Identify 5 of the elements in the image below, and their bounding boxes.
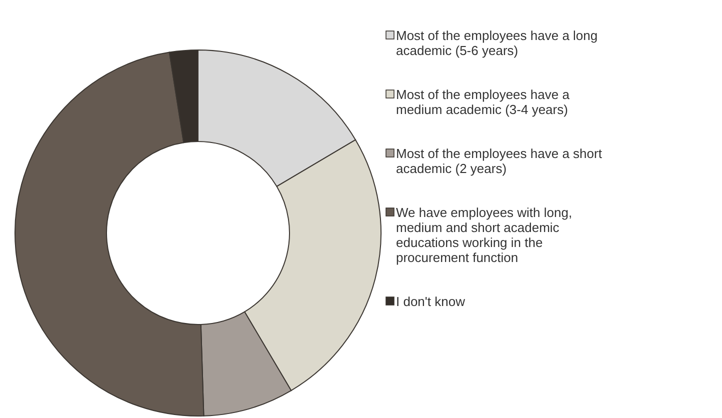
legend-label: We have employees with long, medium and short academic educations working in the procurement function [396,205,572,265]
legend-label: Most of the employees have a short academic (2 years) [396,146,602,176]
legend-label: Most of the employees have a long academic (5-6 years) [396,28,598,58]
legend-label: Most of the employees have a medium academic (3-4 years) [396,87,570,117]
legend-label: I don't know [396,294,466,309]
